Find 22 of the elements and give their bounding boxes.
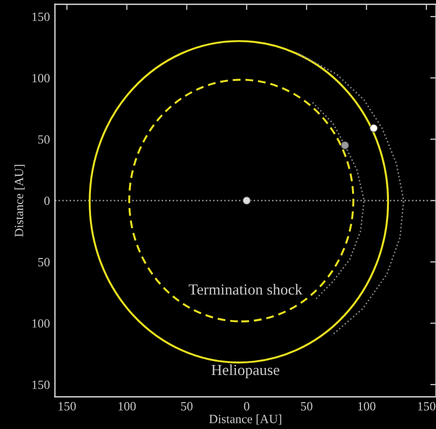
x-tick-label: 50 (181, 402, 193, 410)
y-tick-label: 150 (32, 12, 50, 22)
x-tick-label: 50 (301, 402, 312, 410)
annotation: Heliopause (212, 364, 280, 378)
y-tick-label: 100 (32, 319, 50, 328)
point (340, 141, 350, 150)
line-series (312, 102, 365, 300)
y-tick-label: 150 (32, 380, 50, 390)
x-tick-label: 100 (118, 402, 136, 410)
point (370, 124, 378, 132)
annotation: Termination shock (188, 284, 302, 295)
y-tick-label: 0 (44, 196, 50, 206)
x-tick-label: 0 (244, 402, 250, 410)
y-tick-label: 50 (38, 258, 50, 266)
y-tick-label: 50 (38, 135, 50, 144)
point (242, 196, 251, 205)
x-tick-label: 100 (358, 402, 376, 410)
x-tick-label: 150 (418, 402, 436, 410)
x-tick-label: 150 (58, 402, 76, 410)
y-tick-label: 100 (32, 74, 50, 82)
x-axis-title: Distance [AU] (209, 414, 282, 425)
y-axis-title: Distance [AU] (14, 164, 25, 237)
